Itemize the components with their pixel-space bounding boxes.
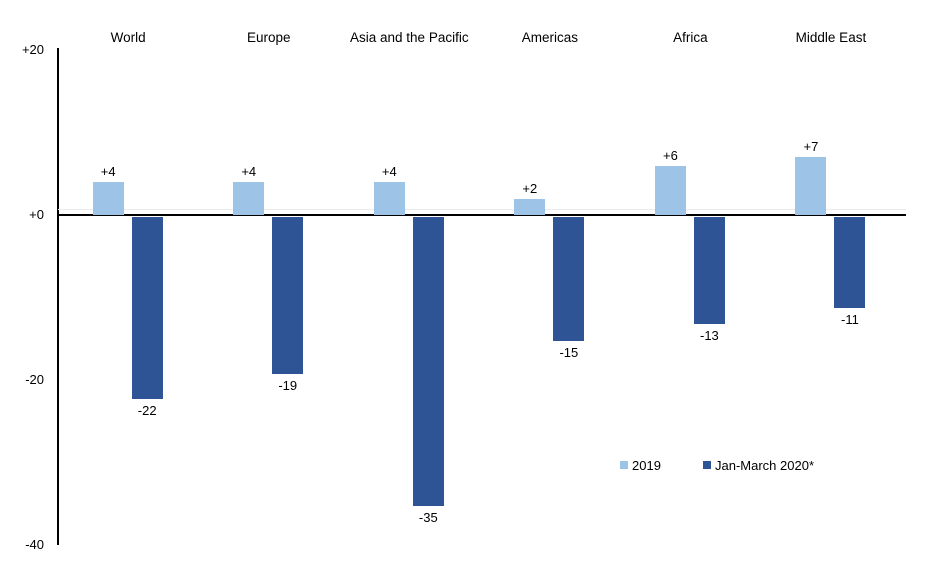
value-label: -22: [137, 402, 157, 418]
category-label: Middle East: [795, 30, 867, 45]
bar-2019: [795, 157, 827, 215]
bar-2019: [233, 182, 265, 215]
value-label: +2: [522, 180, 538, 196]
value-label: +4: [241, 164, 257, 179]
bar-jan-march-2020: [131, 217, 163, 399]
bar-jan-march-2020: [834, 217, 866, 308]
value-label: +7: [803, 139, 819, 155]
bar-jan-march-2020: [553, 217, 585, 341]
value-label: +6: [662, 147, 678, 163]
bar-2019: [373, 182, 405, 215]
legend-label-2019: 2019: [632, 458, 661, 473]
bar-2019: [92, 182, 124, 215]
legend-swatch-2019: [620, 461, 628, 469]
bar-2019: [514, 198, 546, 215]
value-label: +4: [381, 164, 397, 179]
x-axis-zero-line: [58, 214, 906, 216]
bar-jan-march-2020: [412, 217, 444, 506]
y-axis-tick-label: +0: [29, 207, 44, 222]
y-axis-tick-label: -20: [25, 372, 44, 387]
y-axis-tick-label: +20: [21, 42, 44, 57]
legend-swatch-jan-march-2020: [703, 461, 711, 469]
value-label: -13: [699, 328, 719, 344]
legend-label-jan-march-2020: Jan-March 2020*: [715, 458, 814, 473]
value-label: -19: [278, 377, 298, 393]
bar-2019: [654, 165, 686, 215]
bar-jan-march-2020: [272, 217, 304, 374]
zero-gridline: [58, 209, 906, 210]
category-label: Africa: [673, 30, 708, 45]
value-label: -11: [841, 311, 859, 327]
category-label: World: [110, 30, 146, 45]
value-label: -35: [418, 509, 438, 525]
category-label: Asia and the Pacific: [350, 30, 469, 45]
value-label: +4: [100, 164, 116, 179]
category-label: Europe: [246, 30, 291, 45]
y-axis-line: [57, 48, 59, 545]
bar-jan-march-2020: [693, 217, 725, 325]
value-label: -15: [559, 344, 579, 360]
category-label: Americas: [521, 30, 578, 45]
y-axis-tick-label: -40: [25, 537, 44, 552]
